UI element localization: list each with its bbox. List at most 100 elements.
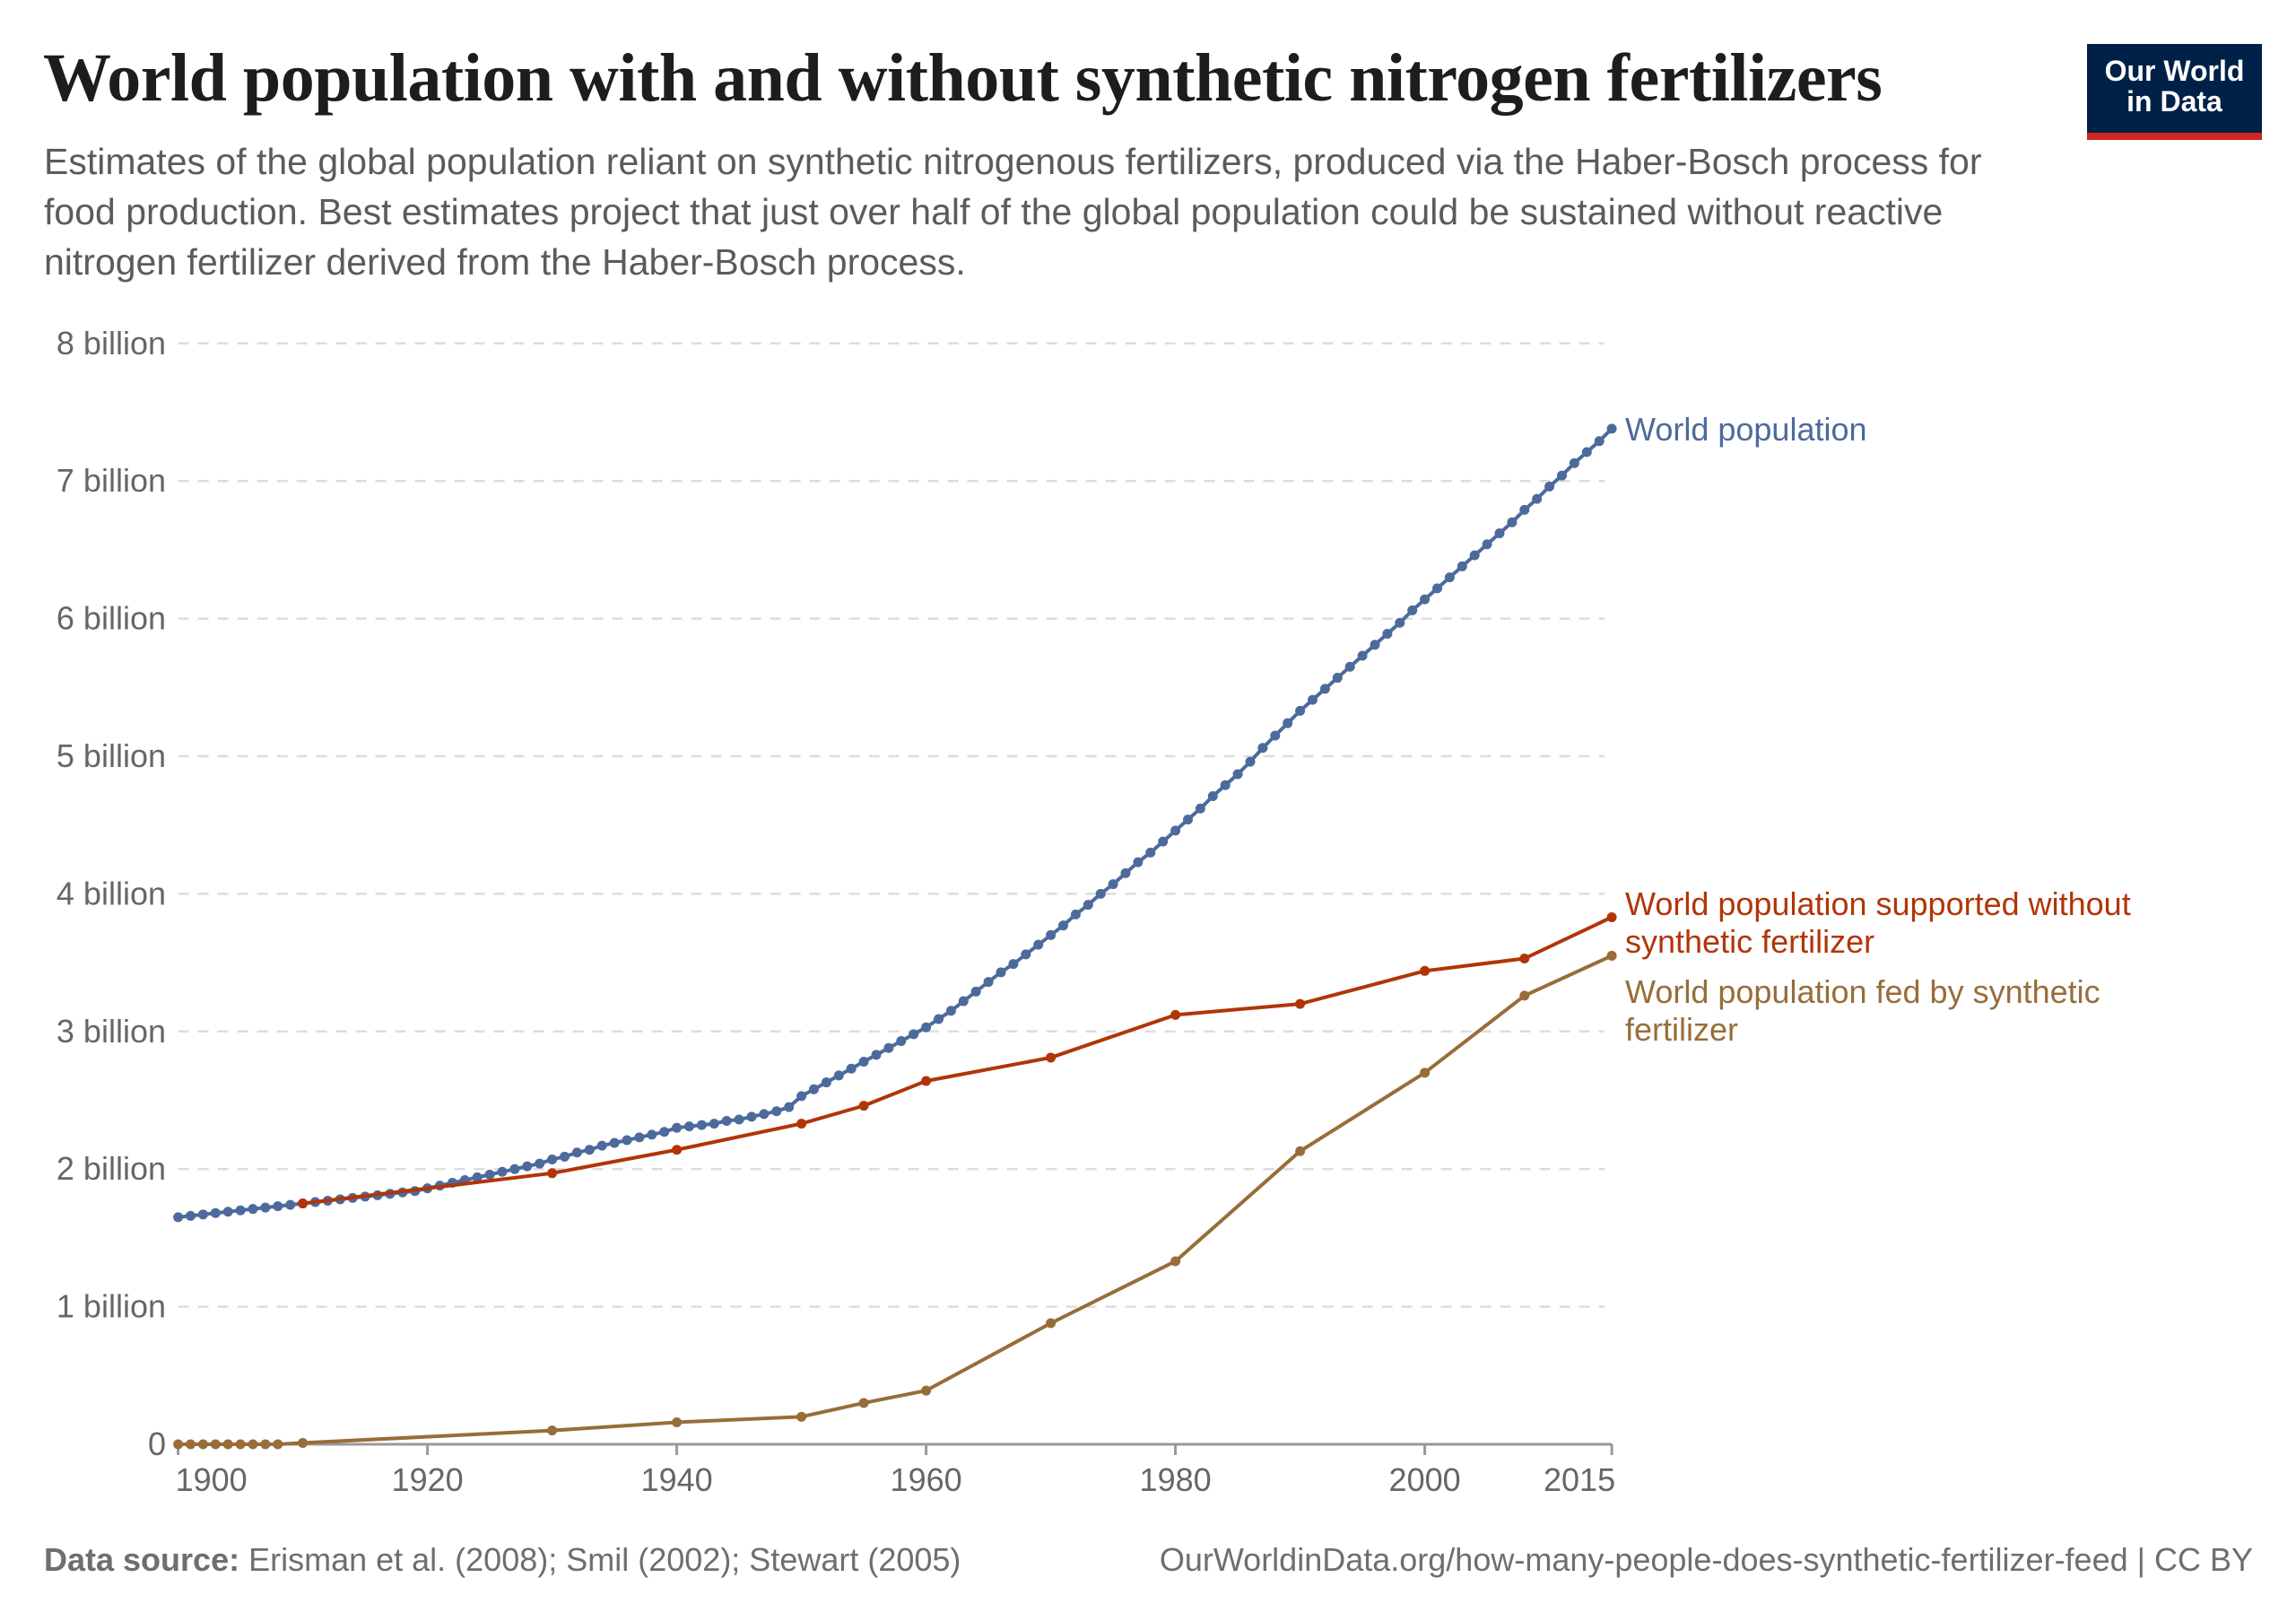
data-point — [1295, 1146, 1306, 1156]
data-point — [547, 1168, 558, 1179]
data-point — [1581, 447, 1592, 458]
y-tick-label: 3 billion — [57, 1013, 166, 1050]
data-point — [1058, 920, 1068, 931]
data-point — [248, 1439, 258, 1450]
data-point — [571, 1147, 582, 1158]
data-point — [858, 1101, 869, 1111]
data-point — [222, 1439, 233, 1450]
source-url-license[interactable]: OurWorldinData.org/how-many-people-does-… — [1159, 1541, 2253, 1578]
data-point — [1507, 517, 1518, 527]
data-point — [522, 1161, 533, 1172]
data-point — [921, 1076, 932, 1086]
x-tick-label: 1940 — [641, 1461, 713, 1498]
data-point — [1432, 583, 1442, 594]
data-point — [1257, 743, 1268, 754]
data-point — [672, 1416, 683, 1427]
data-point — [1033, 939, 1044, 950]
data-point — [197, 1439, 208, 1450]
data-point — [809, 1084, 819, 1094]
data-point — [186, 1439, 196, 1450]
data-point — [222, 1207, 233, 1217]
data-point — [1357, 650, 1368, 661]
data-point — [1420, 594, 1431, 605]
data-point — [1170, 1009, 1181, 1020]
data-point — [1519, 504, 1530, 515]
y-tick-label: 2 billion — [57, 1150, 166, 1187]
data-point — [1207, 790, 1218, 801]
chart-title: World population with and without synthe… — [43, 40, 1883, 116]
data-point — [497, 1166, 508, 1177]
data-point — [796, 1411, 807, 1422]
data-point — [1232, 769, 1243, 780]
data-point — [883, 1042, 894, 1053]
data-point — [1170, 1256, 1181, 1267]
data-point — [609, 1137, 620, 1148]
data-point — [273, 1201, 283, 1212]
data-point — [1270, 730, 1281, 741]
data-point — [846, 1063, 857, 1074]
data-point — [235, 1205, 246, 1216]
data-point — [1370, 640, 1380, 650]
data-point — [1220, 780, 1231, 790]
data-point — [1444, 572, 1455, 583]
data-point — [1070, 909, 1081, 919]
x-tick-label: 2015 — [1544, 1461, 1615, 1498]
data-point — [771, 1106, 782, 1117]
data-point — [273, 1439, 283, 1450]
data-point — [958, 996, 969, 1007]
x-tick-label: 2000 — [1389, 1461, 1461, 1498]
data-point — [472, 1172, 483, 1182]
data-point — [945, 1006, 956, 1016]
data-point — [1083, 900, 1093, 911]
x-tick-label: 1920 — [392, 1461, 464, 1498]
data-point — [1183, 815, 1193, 825]
data-point — [260, 1439, 271, 1450]
data-point — [1319, 684, 1330, 694]
data-point — [921, 1385, 932, 1396]
y-tick-label: 0 — [148, 1425, 166, 1462]
data-point — [1606, 423, 1617, 434]
data-point — [634, 1132, 645, 1143]
series-line-1 — [178, 427, 1613, 1219]
y-tick-label: 6 billion — [57, 600, 166, 637]
data-point — [1158, 836, 1169, 847]
data-point — [983, 977, 994, 988]
data-point — [596, 1140, 607, 1151]
logo-line-1: Our World — [2104, 55, 2245, 87]
data-point — [1420, 965, 1431, 976]
x-tick-label: 1980 — [1140, 1461, 1212, 1498]
data-point — [996, 967, 1006, 978]
logo-line-2: in Data — [2126, 85, 2222, 118]
data-point — [784, 1102, 795, 1112]
data-point — [721, 1116, 732, 1127]
data-point — [734, 1114, 744, 1125]
series-line-3 — [178, 954, 1613, 1446]
data-point — [1046, 1052, 1057, 1063]
data-source: Data source: Erisman et al. (2008); Smil… — [44, 1541, 961, 1579]
data-point — [1494, 527, 1505, 538]
data-point — [1469, 550, 1480, 561]
data-point — [934, 1014, 944, 1024]
owid-logo[interactable]: Our World in Data — [2087, 44, 2262, 140]
data-point — [547, 1425, 558, 1436]
data-point — [647, 1129, 657, 1140]
data-point — [858, 1057, 869, 1068]
series-label-2: synthetic fertilizer — [1625, 923, 1874, 960]
data-point — [1046, 929, 1057, 940]
data-point — [248, 1204, 258, 1215]
data-point — [672, 1145, 683, 1155]
data-point — [1569, 458, 1579, 468]
data-point — [896, 1036, 907, 1047]
data-point — [796, 1091, 807, 1102]
data-point — [1283, 718, 1293, 728]
data-point — [1519, 953, 1530, 963]
data-point — [1532, 493, 1543, 504]
data-point — [1195, 803, 1205, 814]
series-line-2 — [302, 915, 1613, 1206]
data-point — [821, 1077, 831, 1088]
data-point — [210, 1439, 221, 1450]
y-tick-label: 8 billion — [57, 325, 166, 362]
footer: Data source: Erisman et al. (2008); Smil… — [44, 1541, 2253, 1579]
data-point — [1120, 867, 1131, 878]
